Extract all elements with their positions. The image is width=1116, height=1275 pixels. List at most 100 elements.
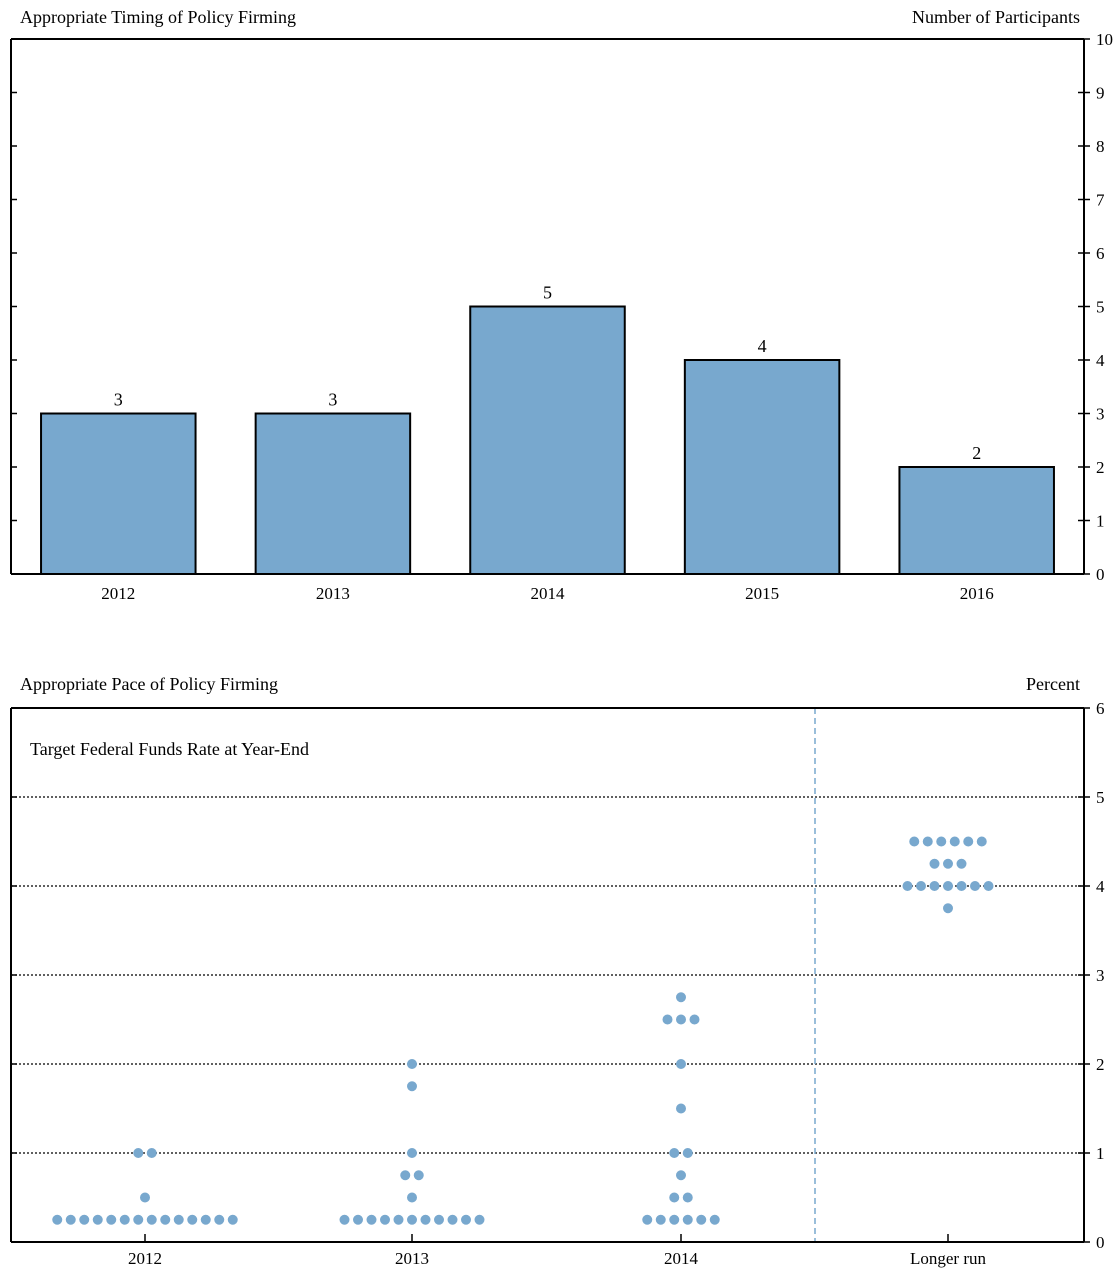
dot-2012-0.25-8 xyxy=(160,1214,171,1225)
pace-axes: 0 1 2 3 4 5 6 2012 2013 2014 Longer run xyxy=(10,699,1105,1268)
dot-longer-run-4.25-1 xyxy=(943,858,953,869)
y-tick-label-5: 5 xyxy=(1096,298,1105,317)
dot-2013-0.25-2 xyxy=(366,1214,377,1225)
timing-panel: Appropriate Timing of Policy Firming Num… xyxy=(10,7,1113,603)
y-tick-label-1: 1 xyxy=(1096,512,1105,531)
dot-2013-0.25-7 xyxy=(434,1214,444,1225)
bar-value-label-2013: 3 xyxy=(328,390,337,410)
dot-2012-0.25-6 xyxy=(133,1214,144,1225)
y-tick-label-9: 9 xyxy=(1096,84,1105,103)
timing-bars: 3 3 5 4 2 xyxy=(40,283,1055,575)
dot-2013-0.5-0 xyxy=(407,1192,417,1203)
y-tick-label-7: 7 xyxy=(1096,191,1105,210)
dot-longer-run-4-0 xyxy=(902,881,913,891)
bar-value-label-2012: 3 xyxy=(114,390,123,410)
dot-2014-0.25-0 xyxy=(642,1214,653,1225)
dot-2014-0.25-1 xyxy=(655,1214,666,1225)
dot-longer-run-4-1 xyxy=(916,881,926,891)
pace-dots xyxy=(52,836,994,1225)
dot-2014-1.5-0 xyxy=(676,1103,686,1114)
dot-2014-2.5-0 xyxy=(662,1014,673,1025)
dot-longer-run-4.5-5 xyxy=(976,836,987,847)
bar-2015 xyxy=(683,359,841,575)
dot-2014-2-0 xyxy=(676,1059,686,1069)
dot-2012-0.25-11 xyxy=(200,1214,211,1225)
dot-2014-0.25-4 xyxy=(696,1214,707,1225)
bar-2013 xyxy=(254,412,412,575)
pace-chart-title: Appropriate Pace of Policy Firming xyxy=(20,674,278,694)
dot-2014-1-0 xyxy=(669,1148,680,1158)
dot-2014-1-1 xyxy=(682,1148,693,1158)
bar-value-label-2016: 2 xyxy=(972,443,981,463)
dot-2013-0.25-3 xyxy=(380,1214,390,1225)
dot-2012-0.25-12 xyxy=(214,1214,225,1225)
dot-2014-0.5-1 xyxy=(682,1192,693,1203)
y-tick-label-5: 5 xyxy=(1096,788,1105,807)
dot-longer-run-4-5 xyxy=(970,881,980,891)
dot-longer-run-4.5-2 xyxy=(936,836,947,847)
x-tick-label-longer-run: Longer run xyxy=(910,1249,987,1268)
bar-2014 xyxy=(469,305,626,575)
pace-panel: Appropriate Pace of Policy Firming Perce… xyxy=(10,674,1105,1268)
y-tick-label-0: 0 xyxy=(1096,1233,1105,1252)
dot-2013-0.25-9 xyxy=(461,1214,471,1225)
dot-2012-1-1 xyxy=(146,1148,157,1158)
dot-2013-1.75-0 xyxy=(407,1081,417,1092)
dot-2013-0.75-1 xyxy=(413,1170,424,1181)
dot-2014-0.25-5 xyxy=(709,1214,720,1225)
dot-2013-2-0 xyxy=(407,1059,417,1069)
y-tick-label-1: 1 xyxy=(1096,1144,1105,1163)
y-tick-label-4: 4 xyxy=(1096,877,1105,896)
dot-2013-0.25-4 xyxy=(393,1214,404,1225)
dot-2012-0.25-2 xyxy=(79,1214,90,1225)
dot-2014-2.5-2 xyxy=(689,1014,700,1025)
dot-2014-0.25-2 xyxy=(669,1214,680,1225)
dot-2012-1-0 xyxy=(133,1148,144,1158)
bar-value-label-2014: 5 xyxy=(543,283,552,303)
pace-gridlines xyxy=(11,708,1084,1242)
dot-2013-0.25-1 xyxy=(353,1214,363,1225)
y-tick-label-3: 3 xyxy=(1096,405,1105,424)
dot-2012-0.25-1 xyxy=(65,1214,76,1225)
dot-2014-0.75-0 xyxy=(676,1170,686,1181)
dot-2014-2.5-1 xyxy=(676,1014,686,1025)
x-tick-label-2014: 2014 xyxy=(531,584,566,603)
dot-2012-0.25-3 xyxy=(92,1214,103,1225)
dot-2012-0.25-0 xyxy=(52,1214,63,1225)
x-tick-label-2015: 2015 xyxy=(745,584,779,603)
dot-longer-run-3.75-0 xyxy=(943,903,953,914)
dot-2014-2.75-0 xyxy=(676,992,686,1003)
dot-longer-run-4-2 xyxy=(929,881,940,891)
x-tick-label-2016: 2016 xyxy=(960,584,994,603)
bar-2016 xyxy=(898,466,1055,575)
dot-longer-run-4-3 xyxy=(943,881,953,891)
dot-2013-0.25-8 xyxy=(447,1214,458,1225)
x-tick-label-2012: 2012 xyxy=(101,584,135,603)
x-tick-label-2014: 2014 xyxy=(664,1249,699,1268)
dot-2013-0.25-10 xyxy=(474,1214,485,1225)
dot-2012-0.5-0 xyxy=(140,1192,150,1203)
y-tick-label-2: 2 xyxy=(1096,458,1105,477)
dot-longer-run-4.25-0 xyxy=(929,858,940,869)
dot-2012-0.25-10 xyxy=(187,1214,198,1225)
dot-2013-0.25-6 xyxy=(420,1214,431,1225)
y-tick-label-2: 2 xyxy=(1096,1055,1105,1074)
timing-axes: 2012 2013 2014 2015 2016 0 1 2 3 4 5 6 7 8 9 10 xyxy=(10,30,1113,603)
dot-2013-1-0 xyxy=(407,1148,417,1158)
dot-2014-0.5-0 xyxy=(669,1192,680,1203)
y-tick-label-10: 10 xyxy=(1096,30,1113,49)
dot-2013-0.75-0 xyxy=(400,1170,411,1181)
y-tick-label-6: 6 xyxy=(1096,699,1105,718)
y-tick-label-3: 3 xyxy=(1096,966,1105,985)
dot-longer-run-4.5-1 xyxy=(922,836,933,847)
dot-longer-run-4.5-0 xyxy=(909,836,920,847)
dot-longer-run-4.5-3 xyxy=(949,836,960,847)
dot-2012-0.25-4 xyxy=(106,1214,117,1225)
dot-2012-0.25-9 xyxy=(173,1214,184,1225)
x-tick-label-2013: 2013 xyxy=(316,584,350,603)
dot-2013-0.25-5 xyxy=(407,1214,417,1225)
bar-value-label-2015: 4 xyxy=(758,336,767,356)
dot-2013-0.25-0 xyxy=(339,1214,350,1225)
x-tick-label-2013: 2013 xyxy=(395,1249,429,1268)
